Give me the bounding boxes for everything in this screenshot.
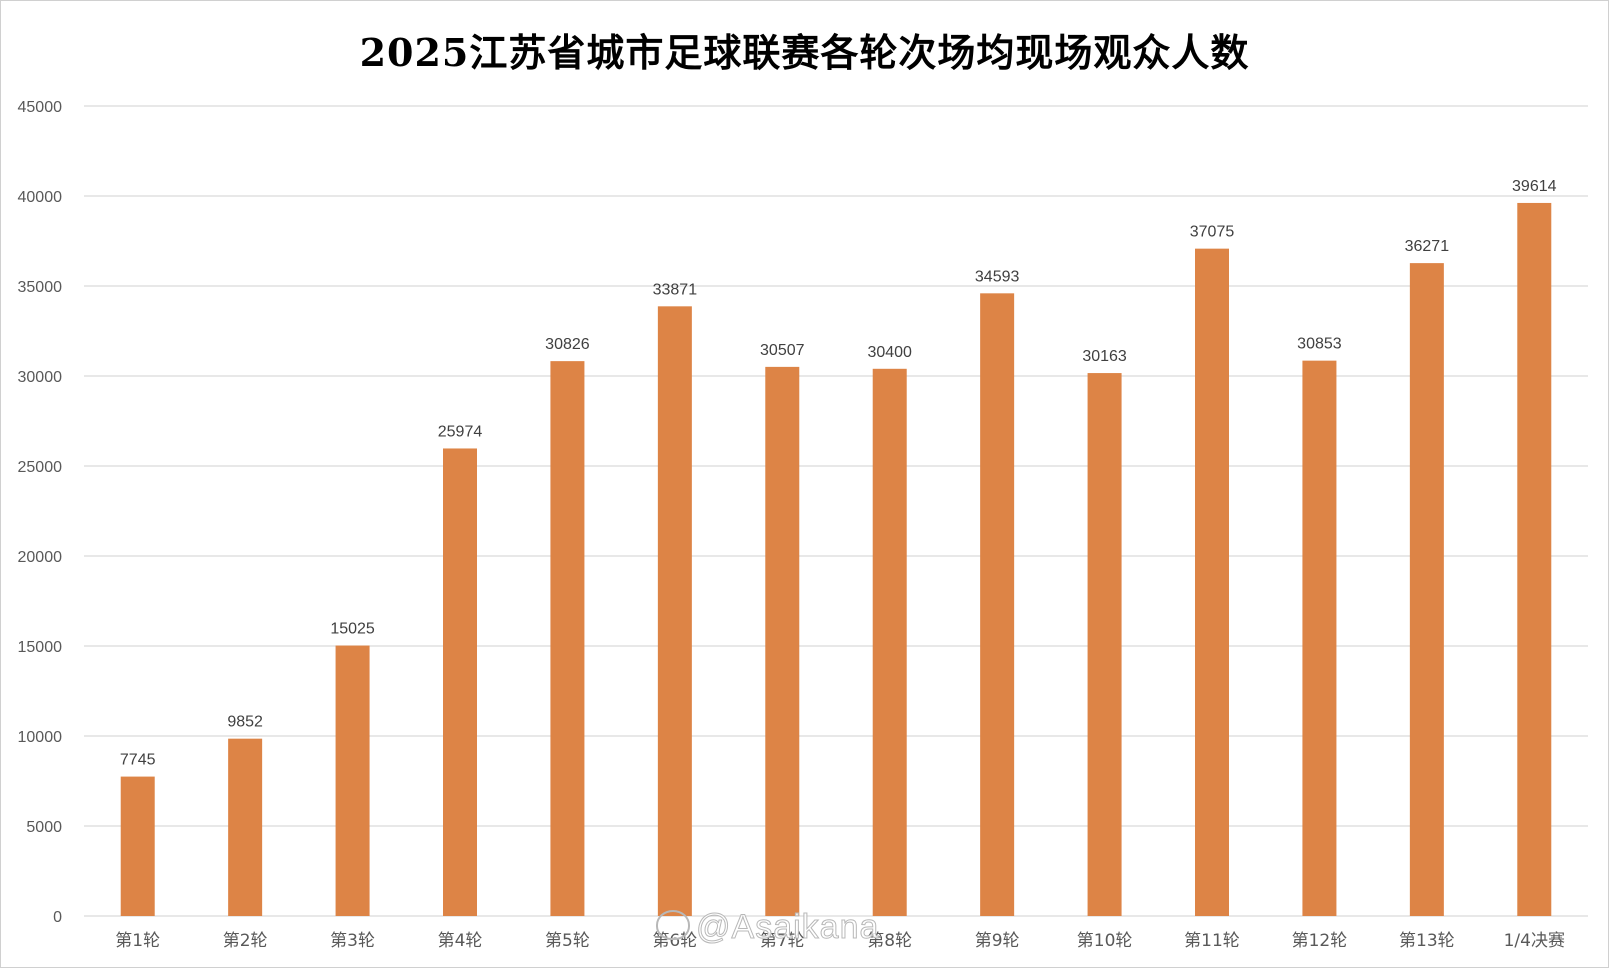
bar	[1087, 373, 1122, 916]
bar	[228, 738, 263, 916]
bar	[120, 776, 155, 916]
x-tick-label: 第12轮	[1292, 931, 1348, 951]
y-tick-label: 25000	[18, 459, 63, 476]
data-label: 34593	[975, 268, 1020, 285]
chart-title: 2025江苏省城市足球联赛各轮次场均现场观众人数	[359, 30, 1250, 75]
x-tick-label: 第3轮	[330, 931, 375, 951]
x-tick-label: 第5轮	[545, 931, 590, 951]
y-tick-label: 35000	[18, 279, 63, 296]
data-label: 30826	[545, 336, 590, 353]
bar	[335, 645, 370, 916]
x-tick-label: 1/4决赛	[1504, 930, 1565, 951]
watermark-text: @Asaikana	[695, 908, 880, 947]
data-label: 30163	[1082, 348, 1127, 365]
data-label: 39614	[1512, 178, 1557, 195]
y-tick-label: 0	[53, 909, 62, 926]
x-tick-label: 第10轮	[1077, 931, 1133, 951]
bar	[872, 368, 907, 916]
data-label: 30853	[1297, 336, 1342, 353]
bar	[1409, 263, 1444, 916]
data-label: 37075	[1190, 224, 1235, 241]
y-tick-label: 45000	[18, 99, 63, 116]
bar	[657, 306, 692, 916]
y-tick-label: 15000	[18, 639, 63, 656]
bar	[1517, 202, 1552, 916]
bar	[1302, 360, 1337, 916]
bar	[765, 366, 800, 916]
weibo-icon	[656, 910, 690, 940]
data-label: 7745	[120, 752, 156, 769]
data-label: 9852	[227, 714, 263, 731]
x-tick-label: 第11轮	[1184, 931, 1240, 951]
x-tick-label: 第7轮	[760, 931, 805, 951]
bar	[1195, 248, 1229, 916]
x-tick-label: 第4轮	[438, 931, 483, 951]
data-label: 30400	[867, 344, 912, 361]
data-label: 15025	[330, 621, 375, 638]
x-tick-label: 第13轮	[1399, 931, 1455, 951]
y-tick-label: 40000	[18, 189, 63, 206]
y-tick-label: 5000	[26, 819, 62, 836]
x-tick-label: 第9轮	[975, 931, 1020, 951]
y-tick-label: 20000	[18, 549, 63, 566]
y-tick-label: 30000	[18, 369, 63, 386]
data-label: 30507	[760, 342, 805, 359]
bar	[443, 448, 477, 916]
y-tick-label: 10000	[18, 729, 63, 746]
watermark: @Asaikana	[656, 908, 879, 947]
data-label: 36271	[1405, 238, 1450, 255]
x-tick-label: 第1轮	[115, 931, 160, 951]
x-tick-label: 第8轮	[867, 931, 912, 951]
bar	[550, 361, 585, 917]
x-tick-label: 第2轮	[223, 931, 268, 951]
data-label: 33871	[653, 281, 698, 298]
bar	[980, 293, 1015, 916]
data-label: 25974	[438, 423, 483, 440]
